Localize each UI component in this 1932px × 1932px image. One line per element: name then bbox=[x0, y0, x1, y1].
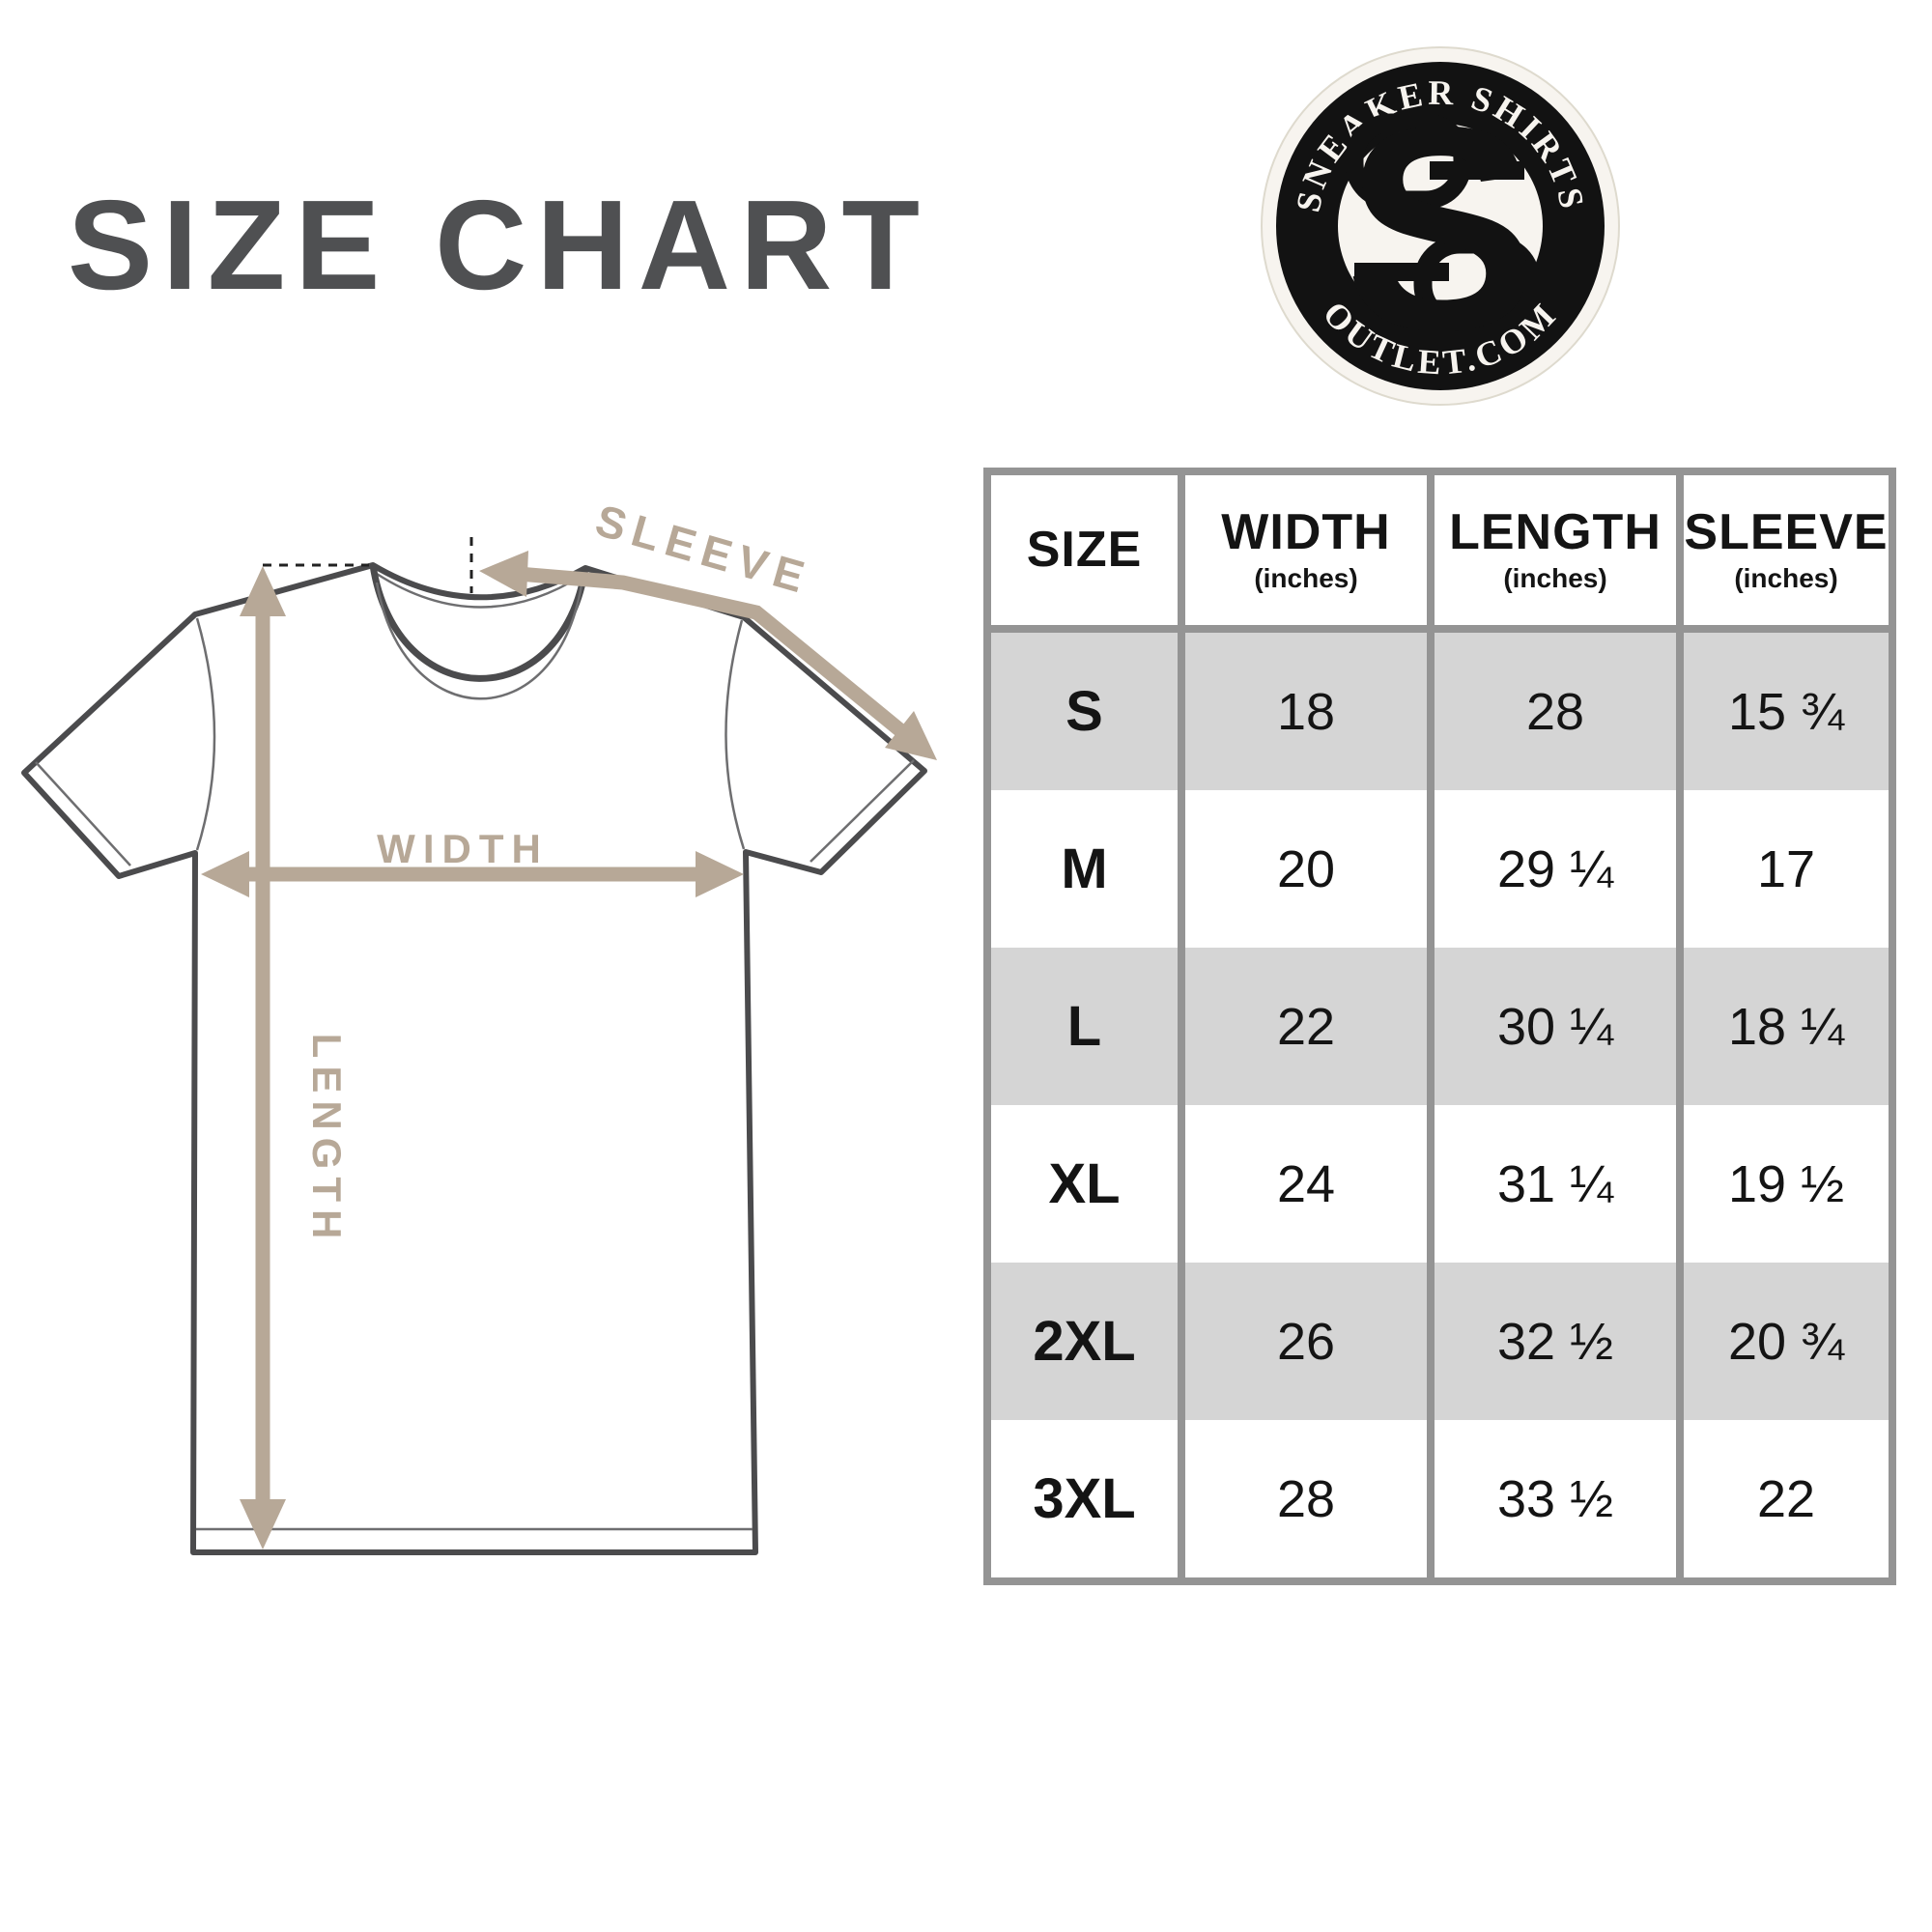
right-armhole-seam bbox=[724, 619, 746, 850]
sleeve-value: 20 ¾ bbox=[1684, 1263, 1889, 1420]
length-value: 29 ¼ bbox=[1435, 790, 1676, 948]
length-value: 33 ½ bbox=[1435, 1420, 1676, 1577]
table-body: S 18 28 15 ¾ M 20 29 ¼ 17 L 22 30 ¼ 18 ¼… bbox=[991, 633, 1889, 1577]
size-label: L bbox=[991, 948, 1178, 1105]
width-arrow bbox=[201, 851, 744, 897]
size-table: SIZE WIDTH (inches) LENGTH (inches) SLEE… bbox=[983, 468, 1896, 1585]
left-cuff-seam bbox=[35, 761, 131, 867]
width-value: 24 bbox=[1185, 1105, 1427, 1263]
sleeve-value: 17 bbox=[1684, 790, 1889, 948]
right-cuff-seam bbox=[810, 759, 915, 863]
length-label: LENGTH bbox=[304, 1034, 350, 1247]
collar-back-seam bbox=[376, 572, 582, 609]
sleeve-value: 18 ¼ bbox=[1684, 948, 1889, 1105]
header-width: WIDTH (inches) bbox=[1185, 475, 1427, 625]
sleeve-value: 19 ½ bbox=[1684, 1105, 1889, 1263]
monogram-letter: S bbox=[1345, 66, 1538, 390]
left-armhole-seam bbox=[195, 617, 216, 851]
size-label: 2XL bbox=[991, 1263, 1178, 1420]
width-value: 18 bbox=[1185, 633, 1427, 790]
sleeve-arrow bbox=[479, 551, 937, 760]
length-value: 31 ¼ bbox=[1435, 1105, 1676, 1263]
header-length: LENGTH (inches) bbox=[1435, 475, 1676, 625]
tshirt-diagram: WIDTH LENGTH SLEEVE bbox=[21, 495, 937, 1555]
length-value: 32 ½ bbox=[1435, 1263, 1676, 1420]
width-value: 22 bbox=[1185, 948, 1427, 1105]
header-size: SIZE bbox=[991, 475, 1178, 625]
length-value: 30 ¼ bbox=[1435, 948, 1676, 1105]
size-label: M bbox=[991, 790, 1178, 948]
width-value: 28 bbox=[1185, 1420, 1427, 1577]
table-header-row: SIZE WIDTH (inches) LENGTH (inches) SLEE… bbox=[991, 475, 1889, 625]
tshirt-outline bbox=[21, 562, 927, 1555]
header-sleeve: SLEEVE (inches) bbox=[1684, 475, 1889, 625]
collar-front-rib bbox=[369, 564, 589, 682]
width-label: WIDTH bbox=[377, 826, 549, 871]
page-title: SIZE CHART bbox=[68, 174, 929, 316]
size-label: 3XL bbox=[991, 1420, 1178, 1577]
width-value: 26 bbox=[1185, 1263, 1427, 1420]
sleeve-value: 15 ¾ bbox=[1684, 633, 1889, 790]
size-label: S bbox=[991, 633, 1178, 790]
length-arrow bbox=[240, 566, 286, 1549]
ss-monogram-icon: S bbox=[1345, 66, 1541, 390]
sleeve-value: 22 bbox=[1684, 1420, 1889, 1577]
brand-logo: SNEAKER SHIRTS OUTLET.COM S bbox=[1261, 46, 1620, 406]
width-value: 20 bbox=[1185, 790, 1427, 948]
length-value: 28 bbox=[1435, 633, 1676, 790]
collar-front-seam bbox=[375, 582, 583, 700]
size-label: XL bbox=[991, 1105, 1178, 1263]
